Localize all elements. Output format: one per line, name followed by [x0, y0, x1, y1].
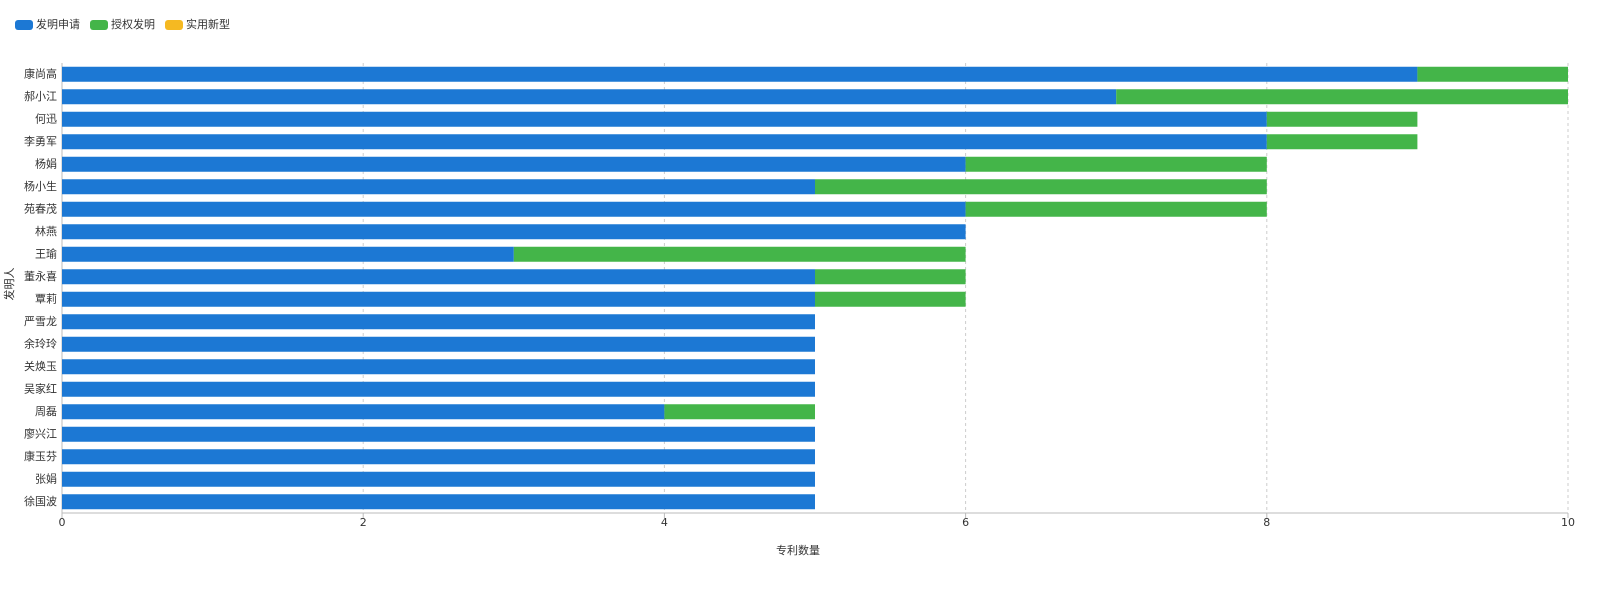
bar	[62, 179, 815, 195]
y-tick-label: 严雪龙	[24, 315, 57, 328]
y-tick-label: 杨娟	[35, 156, 57, 170]
bar	[62, 404, 665, 420]
bar	[965, 201, 1267, 217]
bar	[1266, 134, 1418, 150]
x-tick-label: 10	[1561, 516, 1575, 529]
bar	[1266, 111, 1418, 127]
y-tick-label: 关焕玉	[24, 359, 57, 373]
y-tick-label: 张娟	[35, 471, 57, 485]
y-tick-label: 李勇军	[24, 134, 57, 148]
bar	[62, 471, 815, 487]
y-axis-label: 发明人	[2, 268, 16, 301]
bar	[62, 224, 966, 240]
bar	[62, 314, 815, 330]
bar	[1417, 66, 1568, 82]
bar	[513, 246, 966, 262]
y-tick-label: 周磊	[35, 405, 57, 418]
bar	[815, 291, 966, 307]
bar	[62, 269, 815, 285]
bar	[62, 291, 815, 307]
x-tick-label: 2	[360, 516, 367, 529]
bar	[815, 269, 966, 285]
legend-swatch	[90, 20, 108, 30]
y-tick-label: 覃莉	[35, 292, 57, 305]
bar	[62, 359, 815, 375]
y-tick-label: 苑春茂	[24, 201, 57, 215]
legend-swatch	[165, 20, 183, 30]
bar	[62, 449, 815, 465]
bar	[62, 426, 815, 442]
y-tick-label: 康玉芬	[24, 449, 57, 463]
x-tick-label: 4	[661, 516, 668, 529]
x-tick-label: 6	[962, 516, 969, 529]
y-tick-label: 廖兴江	[24, 426, 57, 440]
x-tick-label: 8	[1263, 516, 1270, 529]
x-axis-label: 专利数量	[776, 543, 820, 557]
y-tick-label: 徐国波	[24, 494, 57, 508]
bar	[1116, 89, 1568, 105]
bar	[965, 156, 1267, 172]
bar	[815, 179, 1267, 195]
y-tick-label: 吴家红	[24, 381, 57, 395]
bar	[62, 156, 966, 172]
bar	[62, 201, 966, 217]
y-tick-label: 王瑜	[35, 246, 57, 260]
y-tick-label: 余玲玲	[24, 336, 57, 350]
y-tick-label: 董永喜	[24, 269, 57, 283]
y-tick-label: 何迅	[35, 112, 57, 125]
y-tick-label: 林燕	[35, 224, 57, 238]
bar	[62, 111, 1267, 127]
bar	[62, 66, 1418, 82]
bar	[62, 381, 815, 397]
legend-label: 实用新型	[186, 17, 230, 31]
legend-label: 授权发明	[111, 17, 155, 31]
bar	[62, 89, 1117, 105]
x-tick-label: 0	[59, 516, 66, 529]
bar	[664, 404, 815, 420]
legend-swatch	[15, 20, 33, 30]
bar	[62, 494, 815, 510]
y-tick-label: 康尚高	[24, 66, 57, 80]
y-tick-label: 杨小生	[24, 179, 57, 193]
bar	[62, 336, 815, 352]
bar	[62, 246, 514, 262]
legend-label: 发明申请	[36, 17, 80, 31]
y-tick-label: 郝小江	[24, 89, 57, 103]
bar	[62, 134, 1267, 150]
